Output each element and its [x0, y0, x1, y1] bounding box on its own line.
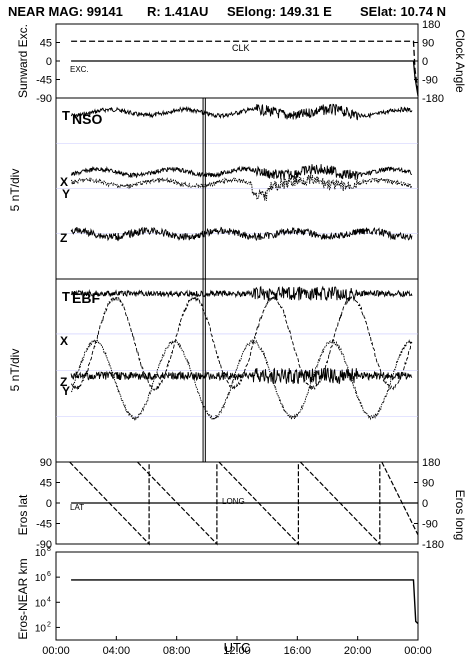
nso-series-z: [70, 226, 413, 242]
distance-tick-exponent: 4: [47, 596, 51, 603]
header-selat: SElat: 10.74 N: [360, 4, 446, 19]
excursion-series-line: [71, 40, 419, 94]
eros-long-line: [69, 461, 419, 546]
distance-tick-label: 10: [35, 548, 47, 559]
ebf-label-t: T: [62, 289, 70, 304]
nso-series-x: [70, 164, 413, 181]
x-tick-label: 12:00: [223, 645, 251, 656]
ebf-label-y: Y: [62, 384, 70, 398]
eros-long-tick-label: 90: [422, 478, 434, 490]
x-tick-label: 00:00: [404, 645, 432, 656]
clock-angle-tick-label: -90: [422, 75, 438, 87]
ebf-label-x: X: [60, 334, 68, 348]
eros-lat-tick-label: 0: [46, 498, 52, 510]
excursion-tick-label: -90: [36, 93, 52, 105]
eros-long-tick-label: 0: [422, 498, 428, 510]
nso-label-y: Y: [62, 187, 70, 201]
eros-lat-tick-label: 90: [40, 457, 52, 469]
ebf-series-y: [71, 338, 413, 421]
exc-label: EXC.: [70, 65, 89, 74]
x-tick-label: 08:00: [163, 645, 191, 656]
distance-tick-exponent: 8: [47, 546, 51, 553]
nso-series-t: [70, 103, 413, 121]
nso-label-x: X: [60, 175, 68, 189]
header-mission-label: NEAR MAG:: [8, 4, 84, 19]
clock-angle-tick-label: -180: [422, 93, 444, 105]
excursion-tick-label: 45: [40, 38, 52, 50]
header-mission: NEAR MAG: 99141: [8, 4, 123, 19]
distance-tick-exponent: 2: [47, 621, 51, 628]
header-selong: SElong: 149.31 E: [227, 4, 332, 19]
panel-frame-dist: [55, 551, 419, 641]
clock-angle-tick-label: 180: [422, 19, 440, 31]
nso-series-y: [70, 174, 413, 201]
eros-long-tick-label: 180: [422, 457, 440, 469]
eros-long-tick-label: -180: [422, 539, 444, 551]
excursion-series-line: [71, 60, 419, 97]
ebf-label-z: Z: [60, 375, 67, 389]
clock-angle-tick-label: 0: [422, 56, 428, 68]
header-range: R: 1.41AU: [147, 4, 209, 19]
x-tick-label: 04:00: [103, 645, 131, 656]
clock-angle-tick-label: 90: [422, 38, 434, 50]
ebf-title: EBF: [72, 290, 100, 306]
excursion-tick-label: -45: [36, 75, 52, 87]
header-date: 99141: [86, 4, 123, 19]
long-label: LONG: [222, 497, 245, 506]
lat-label: LAT: [70, 503, 84, 512]
distance-tick-label: 10: [35, 573, 47, 584]
distance-tick-label: 10: [35, 623, 47, 634]
nso-title: NSO: [72, 111, 102, 127]
distance-tick-exponent: 6: [47, 571, 51, 578]
eros-lat-tick-label: -45: [36, 519, 52, 531]
clk-label: CLK: [232, 43, 250, 53]
distance-tick-label: 10: [35, 598, 47, 609]
excursion-tick-label: 0: [46, 56, 52, 68]
ebf-series-z: [70, 367, 413, 385]
x-axis-label: UTC: [224, 640, 251, 655]
eros-long-tick-label: -90: [422, 519, 438, 531]
x-tick-label: 16:00: [284, 645, 312, 656]
eros-lat-tick-label: 45: [40, 478, 52, 490]
distance-line: [71, 579, 419, 625]
ebf-series-x: [71, 294, 413, 391]
x-tick-label: 20:00: [344, 645, 372, 656]
nso-label-t: T: [62, 108, 70, 123]
x-tick-label: 00:00: [42, 645, 70, 656]
nso-label-z: Z: [60, 231, 67, 245]
eros-lat-tick-label: -90: [36, 539, 52, 551]
ebf-series-t: [70, 285, 413, 302]
